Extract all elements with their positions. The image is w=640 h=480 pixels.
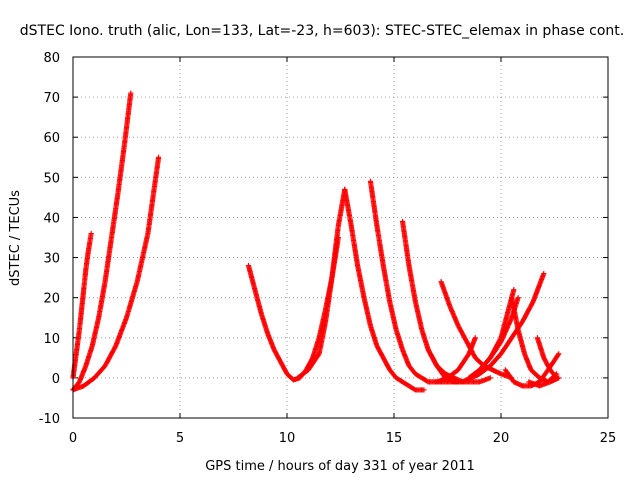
data-point [515,295,521,301]
y-axis-label: dSTEC / TECUs [8,190,23,286]
y-tick-label: 10 [43,332,60,347]
data-arc [70,230,94,381]
axes: 0 5 10 15 20 25 -10 0 10 20 30 40 50 60 70 80 [39,51,617,446]
data-arc [70,90,134,393]
data-point [472,335,478,341]
x-tick-label: 10 [279,431,296,446]
x-tick-label: 5 [176,431,184,446]
data-arc [534,335,560,381]
data-point [421,387,427,393]
data-arc [526,375,562,389]
chart-title: dSTEC Iono. truth (alic, Lon=133, Lat=-2… [20,23,624,39]
data-point [112,344,118,350]
data-point [424,378,430,384]
y-tick-label: 40 [43,211,60,226]
x-tick-label: 25 [600,431,617,446]
data-point [315,352,321,358]
data-point [411,386,417,392]
data-point [555,352,561,358]
x-axis-label: GPS time / hours of day 331 of year 2011 [205,459,475,474]
data-point [128,90,134,96]
y-tick-label: 30 [43,252,60,267]
data-point [556,351,562,357]
data-arc [425,271,547,385]
x-tick-label: 0 [69,431,77,446]
data-point [529,300,536,306]
data-arc [434,335,478,385]
grid-lines [73,57,608,418]
data-point [88,230,94,237]
data-arc [477,295,521,373]
data-arc [367,178,461,385]
data-point [511,287,517,293]
data-arc [342,186,427,393]
data-series [70,90,562,393]
data-arc [70,154,162,393]
data-point [541,271,547,277]
y-tick-label: 60 [43,131,60,146]
y-tick-label: 70 [43,91,60,106]
data-arc [295,186,348,381]
data-point [556,375,562,381]
y-tick-label: 80 [43,51,60,66]
y-tick-label: 20 [43,292,60,307]
data-point [156,154,162,160]
y-tick-label: -10 [39,412,60,427]
x-tick-label: 15 [386,431,403,446]
y-tick-label: 50 [43,171,60,186]
y-tick-label: 0 [52,372,60,387]
plot-frame [72,56,609,419]
x-tick-label: 20 [493,431,510,446]
data-point [487,375,493,381]
